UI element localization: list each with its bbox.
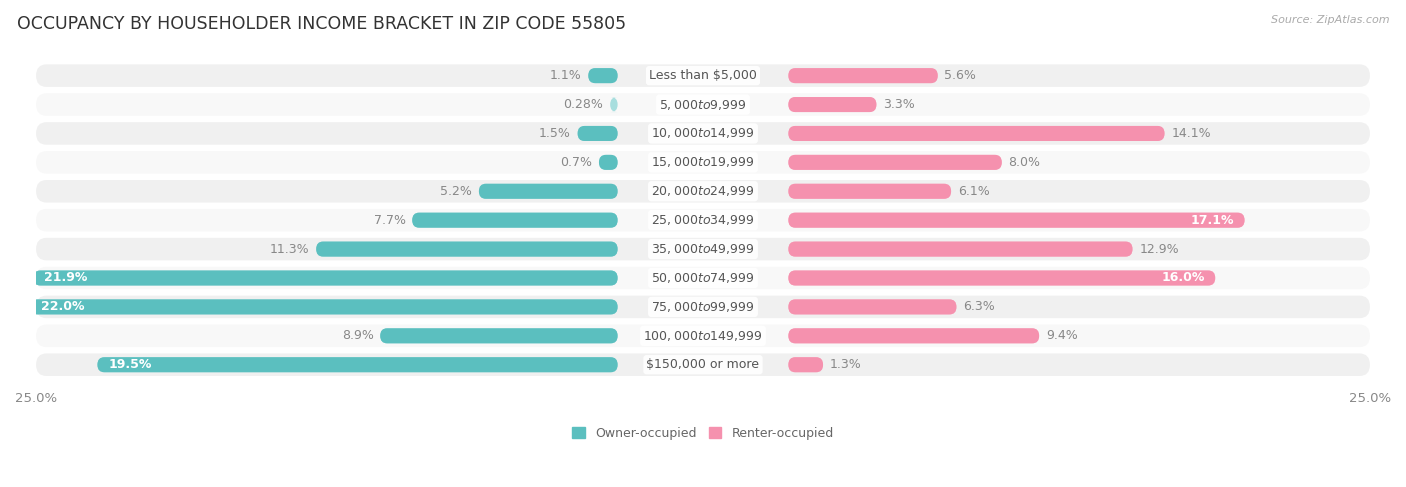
Text: 8.0%: 8.0%: [1008, 156, 1040, 169]
Text: $75,000 to $99,999: $75,000 to $99,999: [651, 300, 755, 314]
FancyBboxPatch shape: [37, 151, 1369, 174]
FancyBboxPatch shape: [412, 213, 617, 228]
Text: 6.3%: 6.3%: [963, 300, 995, 314]
Legend: Owner-occupied, Renter-occupied: Owner-occupied, Renter-occupied: [572, 427, 834, 440]
FancyBboxPatch shape: [37, 296, 1369, 318]
FancyBboxPatch shape: [37, 324, 1369, 347]
FancyBboxPatch shape: [578, 126, 617, 141]
FancyBboxPatch shape: [37, 122, 1369, 145]
FancyBboxPatch shape: [789, 155, 1002, 170]
FancyBboxPatch shape: [789, 270, 1215, 285]
Text: 8.9%: 8.9%: [342, 329, 374, 342]
FancyBboxPatch shape: [316, 242, 617, 257]
FancyBboxPatch shape: [789, 328, 1039, 343]
FancyBboxPatch shape: [789, 97, 876, 112]
FancyBboxPatch shape: [37, 64, 1369, 87]
FancyBboxPatch shape: [599, 155, 617, 170]
FancyBboxPatch shape: [789, 184, 950, 199]
FancyBboxPatch shape: [34, 270, 617, 285]
FancyBboxPatch shape: [789, 328, 1039, 343]
FancyBboxPatch shape: [789, 126, 1164, 141]
Text: 11.3%: 11.3%: [270, 243, 309, 256]
FancyBboxPatch shape: [789, 300, 956, 315]
Text: $15,000 to $19,999: $15,000 to $19,999: [651, 155, 755, 169]
FancyBboxPatch shape: [37, 180, 1369, 203]
FancyBboxPatch shape: [789, 184, 950, 199]
Text: $20,000 to $24,999: $20,000 to $24,999: [651, 184, 755, 198]
FancyBboxPatch shape: [380, 328, 617, 343]
FancyBboxPatch shape: [599, 155, 617, 170]
FancyBboxPatch shape: [37, 238, 1369, 261]
FancyBboxPatch shape: [789, 213, 1244, 228]
FancyBboxPatch shape: [789, 270, 1215, 285]
Text: 5.6%: 5.6%: [945, 69, 976, 82]
FancyBboxPatch shape: [789, 300, 956, 315]
FancyBboxPatch shape: [97, 357, 617, 372]
FancyBboxPatch shape: [789, 68, 938, 83]
Text: $35,000 to $49,999: $35,000 to $49,999: [651, 242, 755, 256]
FancyBboxPatch shape: [578, 126, 617, 141]
FancyBboxPatch shape: [97, 357, 617, 372]
FancyBboxPatch shape: [31, 300, 617, 315]
Text: 0.7%: 0.7%: [560, 156, 592, 169]
Text: 5.2%: 5.2%: [440, 185, 472, 198]
Text: $5,000 to $9,999: $5,000 to $9,999: [659, 97, 747, 112]
Text: 17.1%: 17.1%: [1191, 214, 1234, 226]
Text: 0.28%: 0.28%: [564, 98, 603, 111]
FancyBboxPatch shape: [479, 184, 617, 199]
FancyBboxPatch shape: [789, 68, 938, 83]
FancyBboxPatch shape: [789, 155, 1002, 170]
Text: 1.5%: 1.5%: [538, 127, 571, 140]
FancyBboxPatch shape: [37, 94, 1369, 116]
FancyBboxPatch shape: [610, 97, 617, 112]
Text: 19.5%: 19.5%: [108, 358, 152, 371]
Text: 1.3%: 1.3%: [830, 358, 862, 371]
FancyBboxPatch shape: [37, 267, 1369, 289]
Text: 22.0%: 22.0%: [41, 300, 84, 314]
Text: 9.4%: 9.4%: [1046, 329, 1077, 342]
Text: OCCUPANCY BY HOUSEHOLDER INCOME BRACKET IN ZIP CODE 55805: OCCUPANCY BY HOUSEHOLDER INCOME BRACKET …: [17, 15, 626, 33]
Text: $150,000 or more: $150,000 or more: [647, 358, 759, 371]
Text: 7.7%: 7.7%: [374, 214, 405, 226]
FancyBboxPatch shape: [37, 354, 1369, 376]
Text: 16.0%: 16.0%: [1161, 271, 1205, 284]
Text: 14.1%: 14.1%: [1171, 127, 1211, 140]
FancyBboxPatch shape: [588, 68, 617, 83]
FancyBboxPatch shape: [789, 242, 1132, 257]
FancyBboxPatch shape: [789, 357, 823, 372]
FancyBboxPatch shape: [789, 97, 876, 112]
FancyBboxPatch shape: [789, 242, 1132, 257]
Text: Source: ZipAtlas.com: Source: ZipAtlas.com: [1271, 15, 1389, 25]
FancyBboxPatch shape: [412, 213, 617, 228]
Text: $50,000 to $74,999: $50,000 to $74,999: [651, 271, 755, 285]
FancyBboxPatch shape: [789, 357, 823, 372]
FancyBboxPatch shape: [380, 328, 617, 343]
FancyBboxPatch shape: [789, 126, 1164, 141]
Text: 3.3%: 3.3%: [883, 98, 915, 111]
FancyBboxPatch shape: [34, 270, 617, 285]
Text: $10,000 to $14,999: $10,000 to $14,999: [651, 127, 755, 140]
FancyBboxPatch shape: [37, 209, 1369, 231]
FancyBboxPatch shape: [789, 213, 1244, 228]
Text: $100,000 to $149,999: $100,000 to $149,999: [644, 329, 762, 343]
FancyBboxPatch shape: [588, 68, 617, 83]
FancyBboxPatch shape: [31, 300, 617, 315]
Text: 12.9%: 12.9%: [1139, 243, 1178, 256]
FancyBboxPatch shape: [479, 184, 617, 199]
Text: $25,000 to $34,999: $25,000 to $34,999: [651, 213, 755, 227]
FancyBboxPatch shape: [316, 242, 617, 257]
Text: 21.9%: 21.9%: [44, 271, 87, 284]
Text: 1.1%: 1.1%: [550, 69, 582, 82]
Text: 6.1%: 6.1%: [957, 185, 990, 198]
Text: Less than $5,000: Less than $5,000: [650, 69, 756, 82]
